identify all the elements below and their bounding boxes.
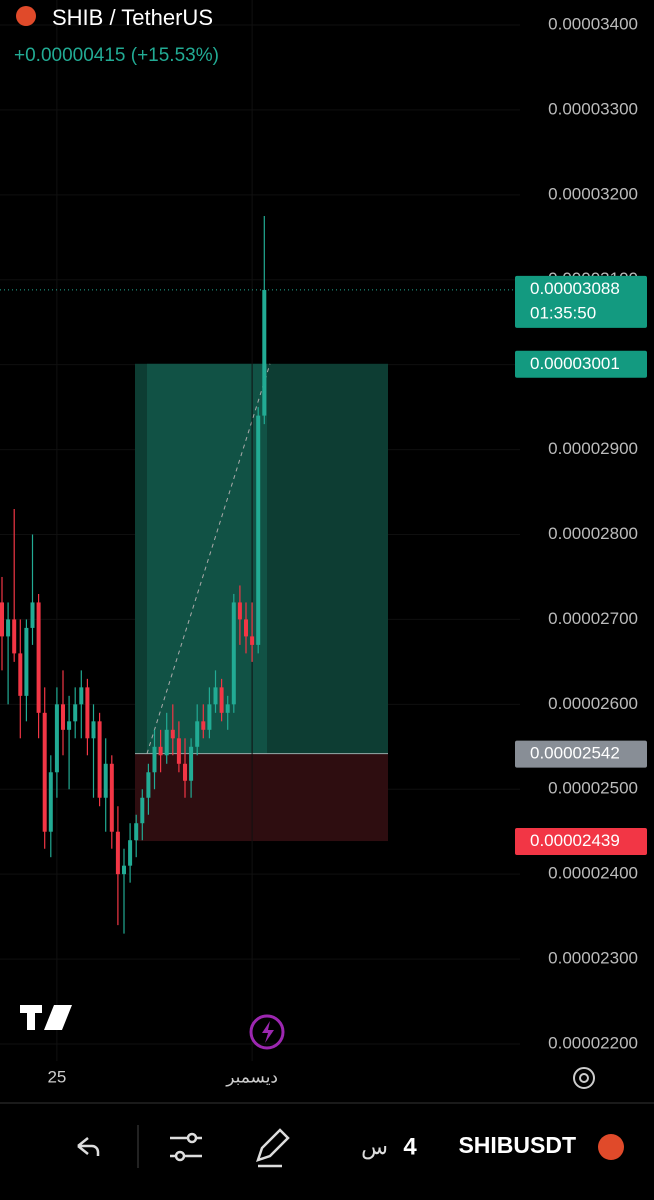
entry-badge-bg	[515, 740, 647, 768]
candle-body	[24, 627, 29, 696]
candle-body	[170, 729, 175, 739]
coin-icon	[16, 6, 36, 26]
candle-body	[73, 704, 78, 722]
y-tick-label: 0.00003200	[548, 184, 638, 203]
candle-body	[231, 602, 236, 705]
candle-body	[103, 763, 108, 798]
candle-body	[244, 619, 248, 637]
candle-body	[6, 619, 11, 637]
candle-body	[36, 602, 41, 713]
candle-body	[61, 704, 65, 730]
candle-body	[140, 797, 145, 824]
candle-body	[219, 687, 224, 713]
candle-body	[207, 704, 212, 730]
candle-body	[262, 289, 267, 416]
y-tick-label: 0.00002200	[548, 1034, 638, 1053]
y-tick-label: 0.00002500	[548, 779, 638, 798]
candle-body	[225, 704, 230, 713]
y-tick-label: 0.00002800	[548, 524, 638, 543]
y-tick-label: 0.00003300	[548, 99, 638, 118]
candle-body	[250, 636, 255, 645]
indicators-icon[interactable]	[170, 1132, 202, 1162]
candle-body	[115, 831, 120, 875]
candle-body	[48, 772, 53, 832]
y-tick-label: 0.00003400	[548, 14, 638, 33]
price-change: +0.00000415 (+15.53%)	[14, 45, 219, 66]
candle-body	[189, 746, 194, 781]
settings-center	[579, 1073, 589, 1083]
candle-body	[79, 687, 84, 705]
loss-zone	[135, 753, 388, 842]
candle-body	[164, 729, 169, 756]
candle-body	[91, 721, 96, 739]
x-tick-label: ديسمبر	[225, 1067, 278, 1087]
events-icon[interactable]	[249, 1014, 285, 1050]
stop-badge: 0.00002439	[530, 831, 620, 850]
draw-icon[interactable]	[256, 1128, 290, 1168]
undo-icon[interactable]	[77, 1137, 100, 1156]
candle-body	[0, 602, 4, 637]
profit-zone-active	[147, 363, 267, 754]
tv-logo	[20, 1005, 72, 1030]
y-tick-label: 0.00002700	[548, 609, 638, 628]
candle-body	[134, 823, 139, 841]
candle-body	[85, 687, 90, 739]
symbol-title: SHIB / TetherUS	[52, 5, 213, 30]
y-tick-label: 0.00002600	[548, 694, 638, 713]
target-badge: 0.00003001	[530, 354, 620, 373]
stop-badge-bg	[515, 828, 647, 856]
candle-body	[67, 721, 72, 730]
interval[interactable]: 4	[403, 1133, 417, 1160]
candle-body	[54, 704, 59, 773]
candle-body	[109, 763, 114, 832]
candle-body	[201, 721, 206, 730]
toolbar-coin	[598, 1134, 624, 1160]
y-tick-label: 0.00002900	[548, 439, 638, 458]
candle-body	[176, 738, 181, 764]
entry-badge: 0.00002542	[530, 744, 620, 763]
candle-body	[213, 687, 218, 705]
candle-body	[122, 865, 126, 875]
toolbar-symbol[interactable]: SHIBUSDT	[458, 1132, 576, 1158]
candle-body	[183, 763, 187, 781]
candle-body	[18, 653, 23, 696]
interval-unit[interactable]: س	[361, 1134, 388, 1160]
x-tick-label: 25	[47, 1067, 66, 1086]
chart: 0.00002200 0.00002300 0.00002400 0.00002500…	[0, 0, 647, 1087]
settings-icon[interactable]	[573, 1067, 595, 1089]
last-price-badge: 0.00003088	[530, 279, 620, 298]
candle-body	[152, 746, 157, 773]
candle-body	[128, 840, 133, 866]
lightning	[262, 1021, 274, 1043]
candle-body	[158, 746, 163, 756]
countdown: 01:35:50	[530, 303, 596, 322]
last-price-badge-bg	[515, 275, 647, 328]
candle-body	[30, 602, 35, 628]
candle-body	[146, 772, 151, 798]
target-badge-bg	[515, 350, 647, 378]
candle-body	[12, 619, 17, 654]
candle-body	[256, 415, 261, 645]
candle-body	[97, 721, 102, 798]
y-tick-label: 0.00002400	[548, 864, 638, 883]
candle-body	[42, 712, 47, 832]
y-tick-label: 0.00002300	[548, 949, 638, 968]
candle-body	[195, 721, 200, 747]
candle-body	[237, 602, 242, 620]
